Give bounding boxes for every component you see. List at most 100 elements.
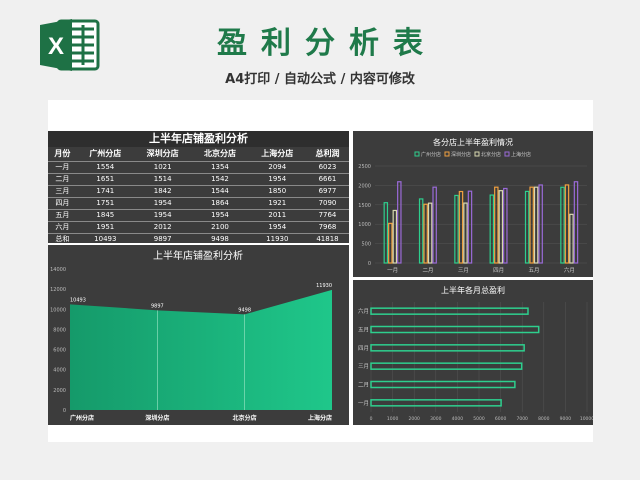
y-tick-label: 2500 [358, 164, 371, 170]
table-cell: 9498 [191, 233, 249, 246]
y-tick-label: 2000 [53, 388, 66, 394]
x-tick-label: 四月 [493, 267, 504, 274]
table-header-cell: 上海分店 [248, 147, 306, 162]
x-tick-label: 1000 [387, 416, 399, 422]
bar [392, 209, 398, 264]
y-tick-label: 6000 [53, 348, 66, 354]
table-cell: 2011 [248, 209, 306, 222]
y-tick-label: 12000 [50, 287, 66, 293]
table-cell: 五月 [48, 209, 77, 222]
area-chart-title: 上半年店铺盈利分析 [153, 249, 243, 262]
table-cell: 10493 [76, 233, 134, 246]
legend-swatch [444, 151, 450, 157]
legend-label: 广州分店 [421, 151, 441, 158]
table-row: 六月 1951 2012 2100 1954 7968 [48, 221, 349, 234]
table-cell: 6977 [305, 185, 349, 198]
table-row: 一月 1554 1021 1354 2094 6023 [48, 161, 349, 174]
table-header-cell: 深圳分店 [133, 147, 192, 162]
legend-swatch [414, 151, 420, 157]
table-cell: 7090 [305, 197, 349, 210]
bar [423, 203, 428, 264]
x-tick-label: 北京分店 [233, 414, 257, 422]
y-tick-label: 四月 [358, 345, 369, 352]
y-tick-label: 一月 [358, 400, 369, 407]
bar [397, 181, 402, 264]
table-cell: 四月 [48, 197, 77, 210]
table-cell: 1954 [248, 173, 306, 186]
table-cell: 1544 [191, 185, 249, 198]
table-header-cell: 月份 [48, 147, 77, 162]
x-tick-label: 8000 [538, 416, 550, 422]
page-title: 盈利分析表 [217, 26, 437, 61]
x-tick-label: 三月 [458, 267, 469, 274]
bar [418, 198, 424, 264]
y-tick-label: 500 [361, 242, 371, 248]
profit-table-panel: 上半年店铺盈利分析 月份 广州分店 深圳分店 北京分店 上海分店 总利润 一月 1554 10… [48, 131, 349, 246]
page-header: X 盈利分析表 A4打印 / 自动公式 / 内容可修改 [0, 0, 640, 100]
bar [538, 184, 543, 264]
legend-label: 深圳分店 [451, 151, 471, 158]
bar [524, 190, 530, 264]
excel-logo-icon: X [40, 19, 100, 71]
y-tick-label: 14000 [50, 267, 66, 273]
bar [383, 202, 389, 264]
hbar-chart-panel: 上半年各月总盈利 0 1000 2000 3000 4000 5000 6000 7000 800… [353, 280, 593, 425]
y-tick-label: 1500 [358, 203, 371, 209]
table-row: 五月 1845 1954 1954 2011 7764 [48, 209, 349, 222]
y-tick-label: 10000 [50, 307, 66, 313]
y-tick-label: 0 [63, 408, 66, 414]
table-cell: 三月 [48, 185, 77, 198]
area-chart-panel: 上半年店铺盈利分析 0 2000 4000 6000 8000 10000 12000 1400… [48, 245, 349, 425]
table-cell: 1751 [76, 197, 134, 210]
table-cell: 11930 [248, 233, 306, 246]
bar-chart-panel: 各分店上半年盈利情况 广州分店 深圳分店 北京分店 上海分店 0 500 1000 1500 20… [353, 131, 593, 277]
hbar [370, 362, 523, 370]
table-cell: 2100 [191, 221, 249, 234]
table-title: 上半年店铺盈利分析 [48, 131, 349, 147]
table-cell: 1542 [191, 173, 249, 186]
bar [573, 181, 579, 264]
bar [533, 186, 539, 264]
y-tick-label: 三月 [358, 363, 369, 370]
x-tick-label: 上海分店 [308, 414, 332, 422]
table-cell: 1951 [76, 221, 134, 234]
table-cell: 1954 [248, 221, 306, 234]
bar [467, 190, 473, 264]
hbar [370, 380, 516, 389]
table-cell: 总和 [48, 233, 77, 246]
table-header-row: 月份 广州分店 深圳分店 北京分店 上海分店 总利润 [48, 147, 349, 162]
data-label: 9897 [151, 303, 164, 309]
x-tick-label: 6000 [495, 416, 507, 422]
bar [494, 186, 499, 264]
table-cell: 1514 [133, 173, 192, 186]
table-cell: 1842 [133, 185, 192, 198]
x-tick-label: 深圳分店 [145, 414, 169, 422]
table-row: 总和 10493 9897 9498 11930 41818 [48, 233, 349, 246]
bar-chart-title: 各分店上半年盈利情况 [433, 137, 513, 147]
table-cell: 41818 [305, 233, 349, 246]
hbar [370, 307, 529, 315]
table-cell: 1354 [191, 161, 249, 174]
table-cell: 1021 [133, 161, 192, 174]
y-tick-label: 4000 [53, 368, 66, 374]
bar [569, 213, 574, 264]
table-cell: 9897 [133, 233, 192, 246]
table-header-cell: 广州分店 [76, 147, 134, 162]
table-cell: 1850 [248, 185, 306, 198]
table-cell: 1954 [133, 209, 192, 222]
area-series [70, 289, 332, 410]
x-tick-label: 六月 [564, 266, 575, 274]
x-tick-label: 10000 [580, 416, 593, 422]
x-tick-label: 2000 [408, 416, 420, 422]
bar [463, 202, 468, 264]
legend-label: 北京分店 [481, 151, 501, 158]
x-tick-label: 3000 [430, 416, 442, 422]
y-tick-label: 六月 [358, 307, 369, 315]
table-cell: 7968 [305, 221, 349, 234]
x-tick-label: 9000 [560, 416, 572, 422]
bar [498, 190, 504, 264]
bar [432, 186, 437, 264]
table-cell: 六月 [48, 221, 77, 234]
bar [427, 202, 433, 264]
table-cell: 1954 [191, 209, 249, 222]
